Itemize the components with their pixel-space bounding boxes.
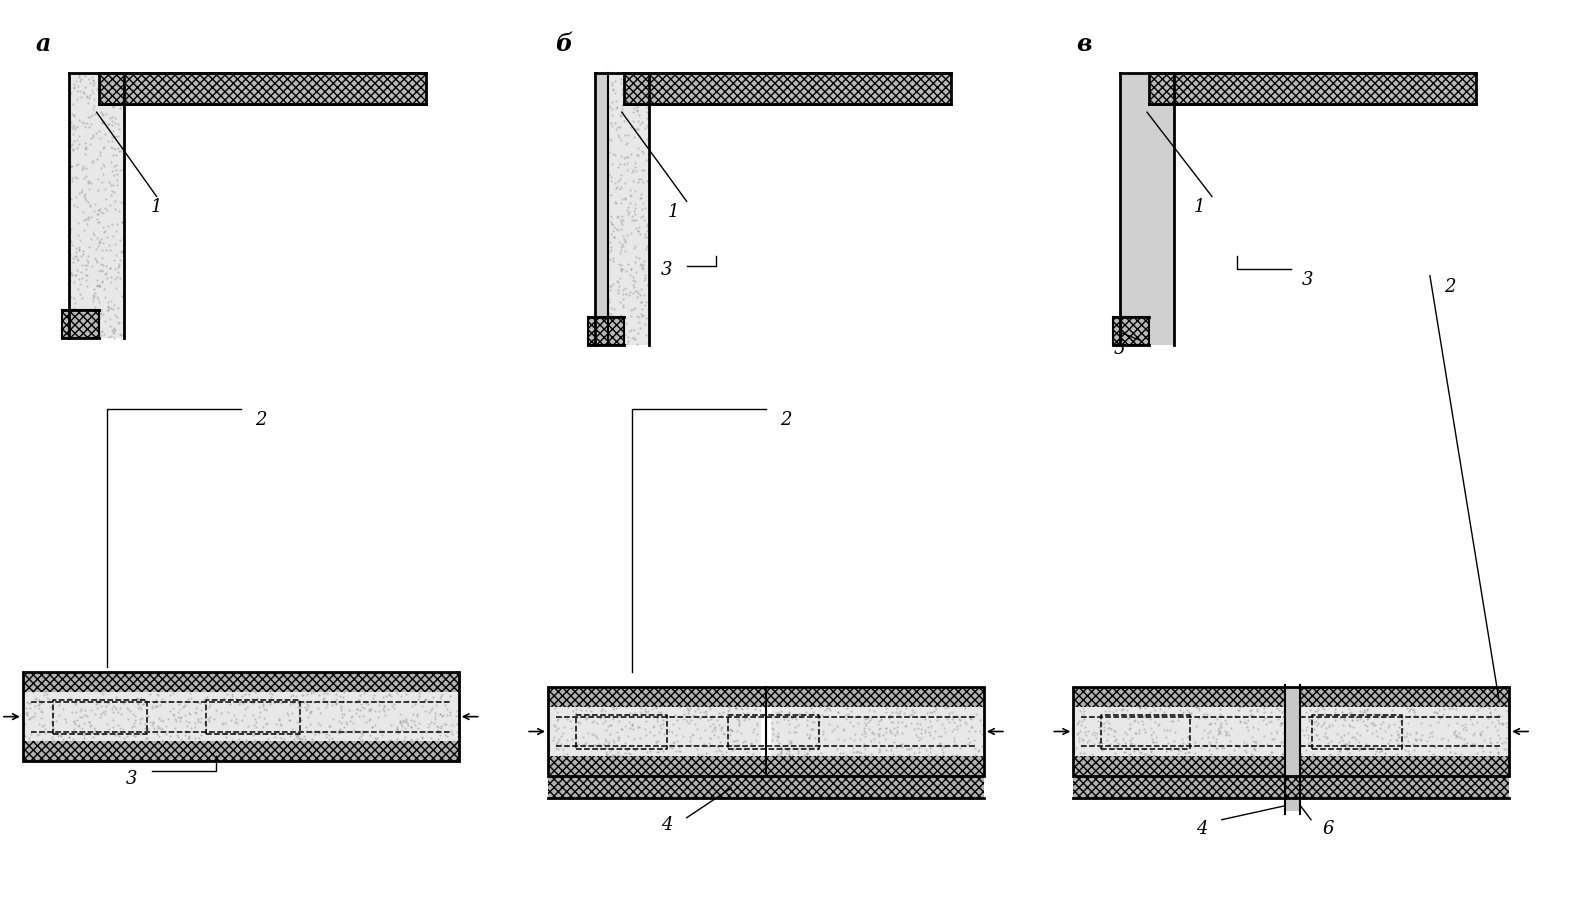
Bar: [771, 707, 984, 756]
Bar: [595, 74, 609, 346]
Bar: [99, 74, 426, 105]
Bar: [22, 673, 460, 762]
Bar: [549, 756, 984, 777]
Bar: [588, 318, 625, 346]
Bar: [1073, 756, 1509, 777]
Text: 3: 3: [661, 260, 673, 278]
Text: 1: 1: [668, 203, 679, 221]
Bar: [549, 707, 762, 756]
Text: 2: 2: [254, 411, 267, 429]
Bar: [1150, 74, 1477, 105]
Bar: [1113, 318, 1150, 346]
Text: б: б: [555, 32, 572, 56]
Text: в: в: [1076, 32, 1092, 56]
Text: 4: 4: [1196, 819, 1208, 836]
Bar: [70, 74, 124, 339]
Bar: [62, 311, 99, 339]
Bar: [1073, 777, 1509, 798]
Bar: [549, 687, 984, 707]
Bar: [1073, 687, 1509, 707]
Text: 3: 3: [1302, 270, 1313, 289]
Text: 1: 1: [151, 199, 162, 216]
Bar: [1119, 74, 1175, 346]
Text: 5: 5: [1115, 340, 1126, 357]
Text: 4: 4: [661, 815, 673, 833]
Bar: [22, 673, 460, 692]
Bar: [1073, 707, 1285, 756]
Bar: [22, 692, 460, 742]
Bar: [1301, 707, 1509, 756]
Text: 6: 6: [1323, 819, 1334, 836]
Text: а: а: [35, 32, 51, 56]
Bar: [22, 742, 460, 762]
Bar: [549, 687, 984, 777]
Bar: [1285, 687, 1301, 811]
Text: 1: 1: [1192, 199, 1205, 216]
Bar: [1073, 687, 1509, 777]
Text: 3: 3: [126, 769, 137, 788]
Bar: [549, 777, 984, 798]
Text: 2: 2: [1444, 278, 1455, 295]
Bar: [609, 74, 649, 346]
Text: 2: 2: [781, 411, 792, 429]
Bar: [625, 74, 951, 105]
